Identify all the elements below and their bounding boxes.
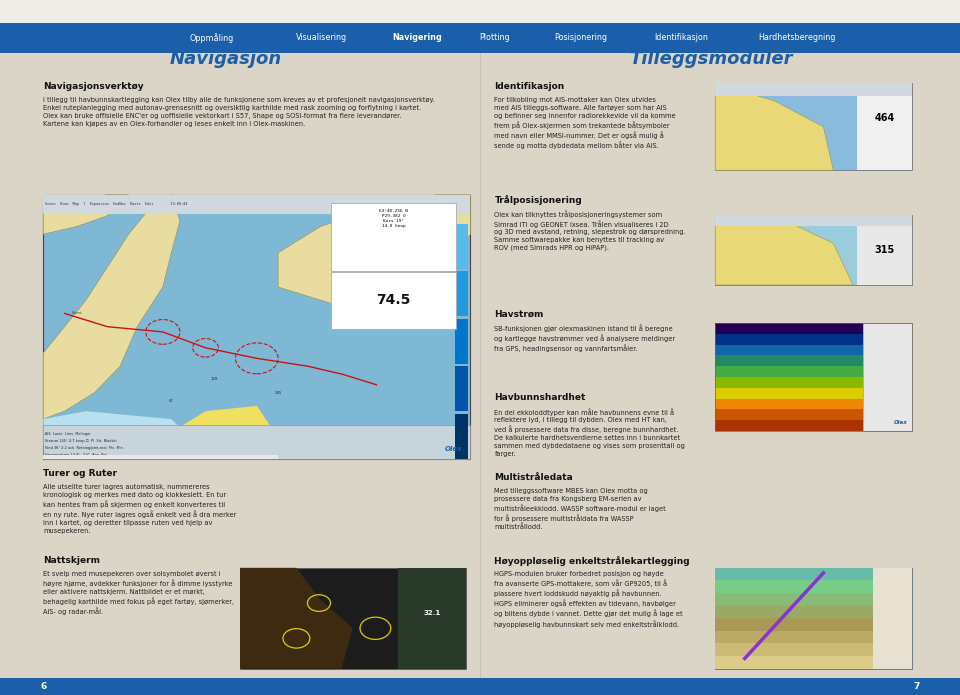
Polygon shape (715, 593, 873, 605)
Text: 128: 128 (210, 377, 218, 382)
FancyBboxPatch shape (715, 409, 863, 420)
Text: I tillegg til havbunnskartlegging kan Olex tilby alle de funksjonene som kreves : I tillegg til havbunnskartlegging kan Ol… (43, 97, 435, 126)
Polygon shape (715, 631, 873, 644)
Polygon shape (715, 568, 873, 580)
FancyBboxPatch shape (0, 678, 960, 695)
Text: Kamt: Kamt (72, 311, 83, 316)
FancyBboxPatch shape (715, 215, 912, 285)
Text: Olex: Olex (445, 445, 463, 452)
FancyBboxPatch shape (0, 0, 960, 30)
Text: Navigering: Navigering (393, 33, 443, 42)
Polygon shape (715, 605, 873, 619)
FancyBboxPatch shape (715, 334, 863, 345)
FancyBboxPatch shape (43, 455, 278, 459)
Text: Med tilleggssoftware MBES kan Olex motta og
prosessere data fra Kongsberg EM-ser: Med tilleggssoftware MBES kan Olex motta… (494, 488, 666, 530)
Polygon shape (240, 568, 353, 669)
Text: Nattskjerm: Nattskjerm (43, 556, 100, 565)
FancyBboxPatch shape (455, 319, 468, 363)
FancyBboxPatch shape (43, 425, 470, 459)
Text: Straum 145° 4.7 knop ☐  Pl  Vis  Bladski: Straum 145° 4.7 knop ☐ Pl Vis Bladski (45, 439, 116, 443)
Text: Vantemp/rate 14.9°   5°C  Ann  Pot: Vantemp/rate 14.9° 5°C Ann Pot (45, 452, 108, 457)
Text: Olex: Olex (894, 420, 907, 425)
Polygon shape (43, 195, 180, 419)
FancyBboxPatch shape (715, 377, 863, 388)
Polygon shape (715, 215, 852, 285)
Polygon shape (43, 411, 193, 451)
Text: Havbunnshardhet: Havbunnshardhet (494, 393, 586, 402)
FancyBboxPatch shape (857, 215, 912, 285)
Text: 315: 315 (875, 245, 895, 255)
Text: Plotting: Plotting (479, 33, 510, 42)
FancyBboxPatch shape (397, 568, 466, 669)
Text: HGPS-modulen bruker forbedret posisjon og høyde
fra avanserte GPS-mottakere, som: HGPS-modulen bruker forbedret posisjon o… (494, 571, 683, 628)
Polygon shape (715, 656, 873, 669)
FancyBboxPatch shape (455, 224, 468, 268)
Text: Høyoppløselig enkeltstrålekartlegging: Høyoppløselig enkeltstrålekartlegging (494, 556, 690, 566)
Text: SB-funksjonen gjør olexmaskinen istand til å beregne
og kartlegge havstrømmer ve: SB-funksjonen gjør olexmaskinen istand t… (494, 325, 676, 352)
Text: Turer og Ruter: Turer og Ruter (43, 469, 117, 478)
FancyBboxPatch shape (873, 568, 912, 669)
Polygon shape (278, 195, 470, 313)
Text: En del ekkoloddtyper kan måle havbunnens evne til å
reflektere lyd, i tillegg ti: En del ekkoloddtyper kan måle havbunnens… (494, 408, 685, 457)
FancyBboxPatch shape (240, 568, 466, 669)
Polygon shape (715, 580, 873, 593)
FancyBboxPatch shape (715, 568, 912, 669)
FancyBboxPatch shape (715, 83, 912, 170)
Polygon shape (43, 195, 129, 234)
Polygon shape (715, 644, 873, 656)
Text: Scene  View  Map  ?  Expansion  EndNav  Route  Edit        13:00:44: Scene View Map ? Expansion EndNav Route … (45, 202, 187, 206)
Text: 74.5: 74.5 (376, 293, 411, 307)
FancyBboxPatch shape (715, 83, 912, 96)
Text: 464: 464 (875, 113, 895, 123)
FancyBboxPatch shape (715, 420, 863, 431)
Text: Visualisering: Visualisering (296, 33, 348, 42)
Text: Vind 36° 2.2 ack  Retning/pret-mal  Pts  Min: Vind 36° 2.2 ack Retning/pret-mal Pts Mi… (45, 446, 123, 450)
Text: Trålposisjonering: Trålposisjonering (494, 195, 582, 204)
FancyBboxPatch shape (857, 83, 912, 170)
Text: 63°40.256 N
P29.382 O
Kurs 19°
14.8 knop: 63°40.256 N P29.382 O Kurs 19° 14.8 knop (379, 208, 408, 228)
Text: Oppmåling: Oppmåling (189, 33, 233, 43)
Text: Navigasjonsverktøy: Navigasjonsverktøy (43, 82, 144, 91)
FancyBboxPatch shape (0, 23, 960, 53)
Text: Identifikasjon: Identifikasjon (655, 33, 708, 42)
FancyBboxPatch shape (43, 195, 470, 459)
Text: Et sveip med musepekeren over solsymbolet øverst i
høyre hjørne, avdekker funksj: Et sveip med musepekeren over solsymbole… (43, 571, 234, 615)
FancyBboxPatch shape (863, 323, 912, 431)
FancyBboxPatch shape (455, 414, 468, 459)
FancyBboxPatch shape (331, 203, 456, 270)
Text: Navigasjon: Navigasjon (170, 50, 281, 68)
Text: Tilleggsmoduler: Tilleggsmoduler (629, 50, 792, 68)
FancyBboxPatch shape (715, 323, 863, 334)
Text: Multistråledata: Multistråledata (494, 473, 573, 482)
Text: Identifikasjon: Identifikasjon (494, 82, 564, 91)
FancyBboxPatch shape (715, 356, 863, 366)
Text: Havstrøm: Havstrøm (494, 309, 543, 318)
FancyBboxPatch shape (43, 195, 470, 214)
Polygon shape (171, 406, 278, 453)
Text: 245: 245 (275, 391, 282, 395)
FancyBboxPatch shape (715, 388, 863, 398)
Polygon shape (715, 619, 873, 631)
Text: AIS  Laste  Lims  Melinger: AIS Laste Lims Melinger (45, 432, 91, 436)
Text: Posisjonering: Posisjonering (554, 33, 608, 42)
FancyBboxPatch shape (715, 366, 863, 377)
Text: 32.1: 32.1 (423, 610, 441, 616)
FancyBboxPatch shape (715, 345, 863, 356)
FancyBboxPatch shape (331, 272, 456, 329)
FancyBboxPatch shape (715, 398, 863, 409)
Text: 7: 7 (914, 682, 920, 691)
Text: Hardhetsberegning: Hardhetsberegning (758, 33, 835, 42)
FancyBboxPatch shape (455, 271, 468, 316)
Text: Olex kan tilknyttes trålposisjoneringsystemer som
Simrad ITI og GEONET Ixsea. Tr: Olex kan tilknyttes trålposisjoneringsys… (494, 210, 686, 252)
FancyBboxPatch shape (455, 366, 468, 411)
Text: Alle utseilte turer lagres automatisk, nummereres
kronologisk og merkes med dato: Alle utseilte turer lagres automatisk, n… (43, 484, 236, 534)
Polygon shape (715, 83, 833, 170)
Text: 67: 67 (169, 399, 174, 402)
FancyBboxPatch shape (715, 215, 912, 226)
Text: For tilkobling mot AIS-mottaker kan Olex utvides
med AIS tilleggs-software. Alle: For tilkobling mot AIS-mottaker kan Olex… (494, 97, 676, 149)
Text: 6: 6 (40, 682, 46, 691)
